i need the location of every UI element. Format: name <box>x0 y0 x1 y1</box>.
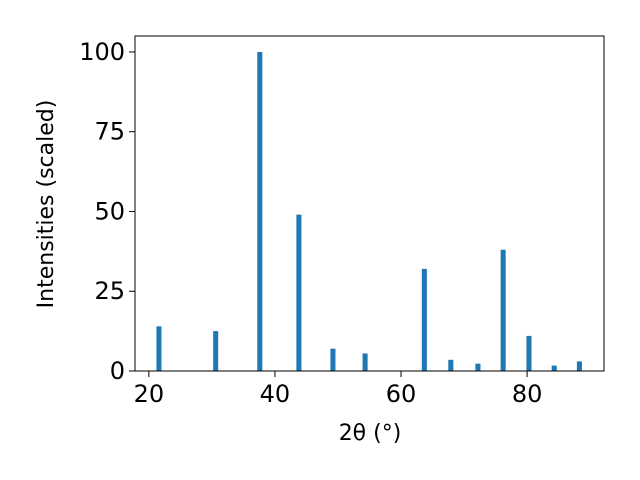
bar <box>213 331 219 371</box>
y-tick-label: 25 <box>94 277 125 305</box>
bar <box>257 51 263 371</box>
bar <box>156 326 162 371</box>
bar <box>551 365 557 371</box>
y-tick-label: 0 <box>110 357 125 385</box>
bar <box>296 214 302 371</box>
x-tick-label: 20 <box>134 380 165 408</box>
bar <box>362 353 368 371</box>
x-axis-label: 2θ (°) <box>339 421 402 446</box>
y-axis-label: Intensities (scaled) <box>34 100 59 309</box>
bar <box>421 268 427 371</box>
y-tick-label: 100 <box>79 38 125 66</box>
bar <box>576 361 582 371</box>
plot-frame <box>134 35 605 372</box>
bar <box>526 335 532 371</box>
bar <box>500 249 506 371</box>
y-tick-label: 50 <box>94 197 125 225</box>
x-tick-label: 60 <box>386 380 417 408</box>
x-tick-label: 40 <box>260 380 291 408</box>
x-tick-label: 80 <box>512 380 543 408</box>
bar <box>330 348 336 371</box>
bar <box>475 363 481 371</box>
y-tick-label: 75 <box>94 118 125 146</box>
bar <box>448 359 454 371</box>
